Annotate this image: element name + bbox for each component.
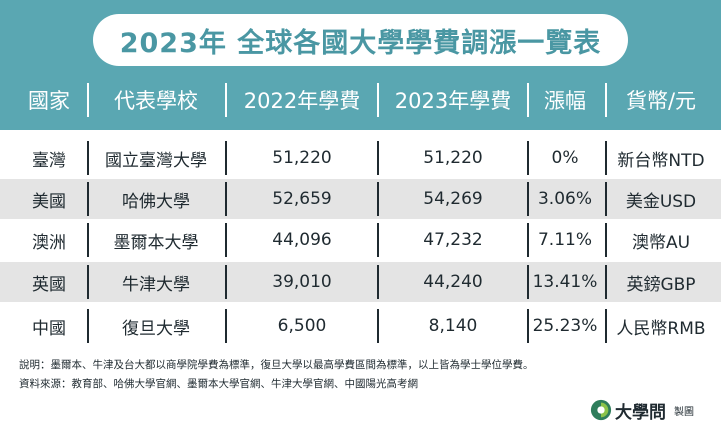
column-divider — [87, 265, 89, 299]
column-divider — [225, 223, 227, 257]
column-header-fee-2022: 2022年學費 — [243, 89, 361, 113]
column-divider — [605, 141, 607, 175]
column-divider — [527, 182, 529, 216]
column-header-increase: 漲幅 — [544, 89, 586, 113]
cell-school: 牛津大學 — [122, 274, 190, 295]
table-row: 英國 牛津大學 39,010 44,240 13.41% 英鎊GBP — [0, 262, 721, 302]
table-header-band: 2023年 全球各國大學學費調漲一覽表 國家 代表學校 2022年學費 2023… — [0, 0, 721, 130]
cell-fee-2023: 44,240 — [423, 272, 483, 292]
column-divider — [377, 223, 379, 257]
column-divider — [377, 141, 379, 175]
column-divider — [527, 141, 529, 175]
cell-fee-2022: 39,010 — [272, 272, 332, 292]
header-divider — [225, 83, 227, 117]
column-header-school: 代表學校 — [114, 89, 198, 113]
cell-country: 臺灣 — [32, 150, 66, 171]
cell-country: 美國 — [32, 191, 66, 212]
brand-name: 大學問 — [615, 402, 666, 423]
table-row: 臺灣 國立臺灣大學 51,220 51,220 0% 新台幣NTD — [0, 138, 721, 178]
cell-school: 哈佛大學 — [122, 191, 190, 212]
cell-school: 國立臺灣大學 — [105, 150, 207, 171]
cell-currency: 新台幣NTD — [617, 150, 705, 171]
cell-fee-2023: 8,140 — [428, 316, 478, 336]
cell-currency: 英鎊GBP — [626, 274, 696, 295]
brand-mark: 大學問 製圖 — [590, 398, 694, 423]
column-divider — [605, 265, 607, 299]
column-header-country: 國家 — [28, 89, 70, 113]
header-divider — [605, 83, 607, 117]
header-divider — [87, 83, 89, 117]
page-title: 2023年 全球各國大學學費調漲一覽表 — [93, 14, 628, 66]
column-divider — [225, 265, 227, 299]
cell-country: 英國 — [32, 274, 66, 295]
column-divider — [87, 141, 89, 175]
brand-suffix: 製圖 — [674, 406, 694, 418]
cell-increase: 0% — [551, 148, 579, 168]
column-divider — [225, 182, 227, 216]
column-divider — [87, 309, 89, 343]
column-divider — [527, 223, 529, 257]
column-divider — [377, 182, 379, 216]
column-divider — [225, 141, 227, 175]
column-divider — [527, 309, 529, 343]
cell-fee-2022: 44,096 — [272, 230, 332, 250]
cell-school: 墨爾本大學 — [113, 232, 199, 253]
cell-increase: 13.41% — [532, 272, 598, 292]
cell-increase: 7.11% — [537, 230, 592, 250]
cell-currency: 人民幣RMB — [616, 318, 706, 339]
column-divider — [527, 265, 529, 299]
table-row: 美國 哈佛大學 52,659 54,269 3.06% 美金USD — [0, 179, 721, 219]
column-divider — [87, 223, 89, 257]
header-divider — [527, 83, 529, 117]
column-divider — [225, 309, 227, 343]
cell-currency: 澳幣AU — [631, 232, 691, 253]
cell-currency: 美金USD — [625, 191, 697, 212]
cell-country: 澳洲 — [32, 232, 66, 253]
column-header-fee-2023: 2023年學費 — [394, 89, 512, 113]
column-divider — [605, 309, 607, 343]
cell-fee-2022: 51,220 — [272, 148, 332, 168]
header-divider — [377, 83, 379, 117]
brand-logo-icon — [590, 399, 612, 421]
column-header-currency: 貨幣/元 — [625, 89, 697, 113]
table-row: 澳洲 墨爾本大學 44,096 47,232 7.11% 澳幣AU — [0, 220, 721, 260]
table-row: 中國 復旦大學 6,500 8,140 25.23% 人民幣RMB — [0, 306, 721, 346]
column-divider — [605, 182, 607, 216]
column-divider — [377, 265, 379, 299]
cell-fee-2023: 51,220 — [423, 148, 483, 168]
cell-fee-2023: 47,232 — [423, 230, 483, 250]
source-note: 資料來源：教育部、哈佛大學官網、墨爾本大學官網、牛津大學官網、中國陽光高考網 — [19, 378, 418, 390]
explanation-note: 說明：墨爾本、牛津及台大都以商學院學費為標準，復旦大學以最高學費區間為標準，以上… — [19, 359, 534, 371]
cell-fee-2023: 54,269 — [423, 189, 483, 209]
cell-fee-2022: 52,659 — [272, 189, 332, 209]
cell-country: 中國 — [32, 318, 66, 339]
cell-increase: 25.23% — [532, 316, 598, 336]
column-divider — [377, 309, 379, 343]
column-divider — [87, 182, 89, 216]
column-divider — [605, 223, 607, 257]
cell-increase: 3.06% — [537, 189, 592, 209]
cell-fee-2022: 6,500 — [277, 316, 327, 336]
cell-school: 復旦大學 — [122, 318, 190, 339]
